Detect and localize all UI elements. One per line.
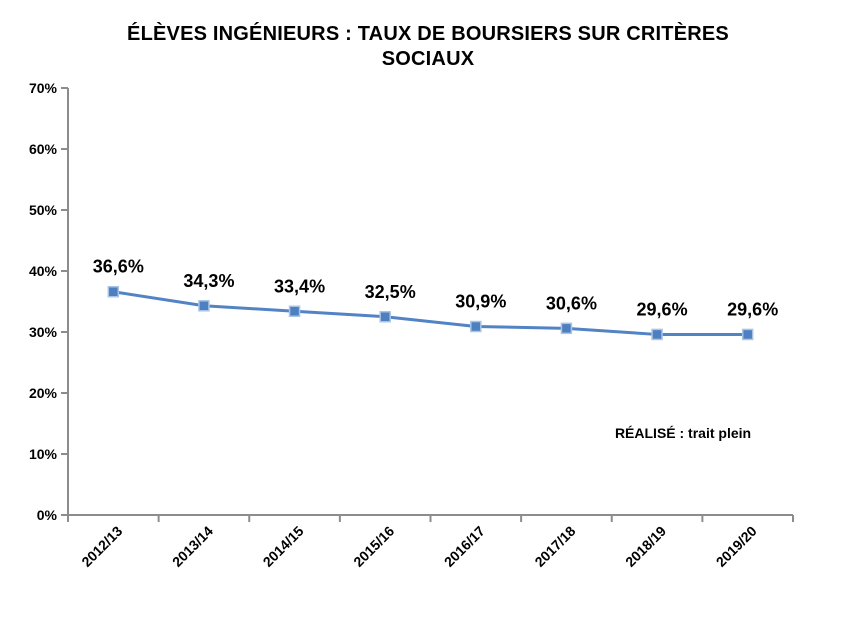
data-point-marker	[651, 328, 663, 341]
data-point-label: 29,6%	[727, 299, 778, 319]
y-axis-tick-label: 0%	[37, 507, 58, 523]
data-point-label: 30,9%	[455, 292, 506, 312]
x-axis-tick-label: 2018/19	[622, 523, 669, 570]
data-point-label: 36,6%	[93, 257, 144, 277]
x-axis-tick-label: 2012/13	[78, 523, 125, 570]
data-point-label: 32,5%	[365, 282, 416, 302]
chart-title-line2: SOCIAUX	[381, 48, 475, 70]
x-axis-tick-label: 2019/20	[713, 523, 760, 570]
y-axis-tick-label: 40%	[29, 263, 58, 279]
data-point-label: 33,4%	[274, 276, 325, 296]
chart-title-line1: ÉLÈVES INGÉNIEURS : TAUX DE BOURSIERS SU…	[127, 23, 729, 45]
y-axis-tick-label: 50%	[29, 202, 58, 218]
data-point-marker	[288, 305, 301, 318]
x-axis-tick-label: 2013/14	[169, 523, 216, 570]
y-axis-tick-label: 60%	[29, 141, 58, 157]
data-point-marker	[198, 300, 210, 312]
series-line	[111, 290, 750, 336]
x-axis-tick-label: 2017/18	[531, 523, 578, 570]
y-axis-tick-label: 70%	[29, 80, 58, 96]
x-axis-tick-label: 2015/16	[350, 523, 397, 570]
data-point-label: 30,6%	[546, 293, 597, 313]
data-point-marker	[741, 328, 754, 341]
data-point-marker	[379, 311, 391, 323]
series-annotation: RÉALISÉ : trait plein	[615, 425, 751, 441]
data-point-marker	[107, 285, 120, 298]
data-point-marker	[560, 322, 573, 335]
y-axis-tick-label: 10%	[29, 446, 58, 462]
data-point-marker	[470, 320, 482, 333]
x-axis-tick-label: 2014/15	[260, 523, 307, 570]
y-axis-tick-label: 30%	[29, 324, 58, 340]
chart-title: ÉLÈVES INGÉNIEURS : TAUX DE BOURSIERS SU…	[0, 22, 856, 72]
data-point-label: 29,6%	[637, 299, 688, 319]
data-point-label: 34,3%	[183, 271, 234, 291]
x-axis-tick-label: 2016/17	[441, 523, 488, 570]
y-axis-tick-label: 20%	[29, 385, 58, 401]
